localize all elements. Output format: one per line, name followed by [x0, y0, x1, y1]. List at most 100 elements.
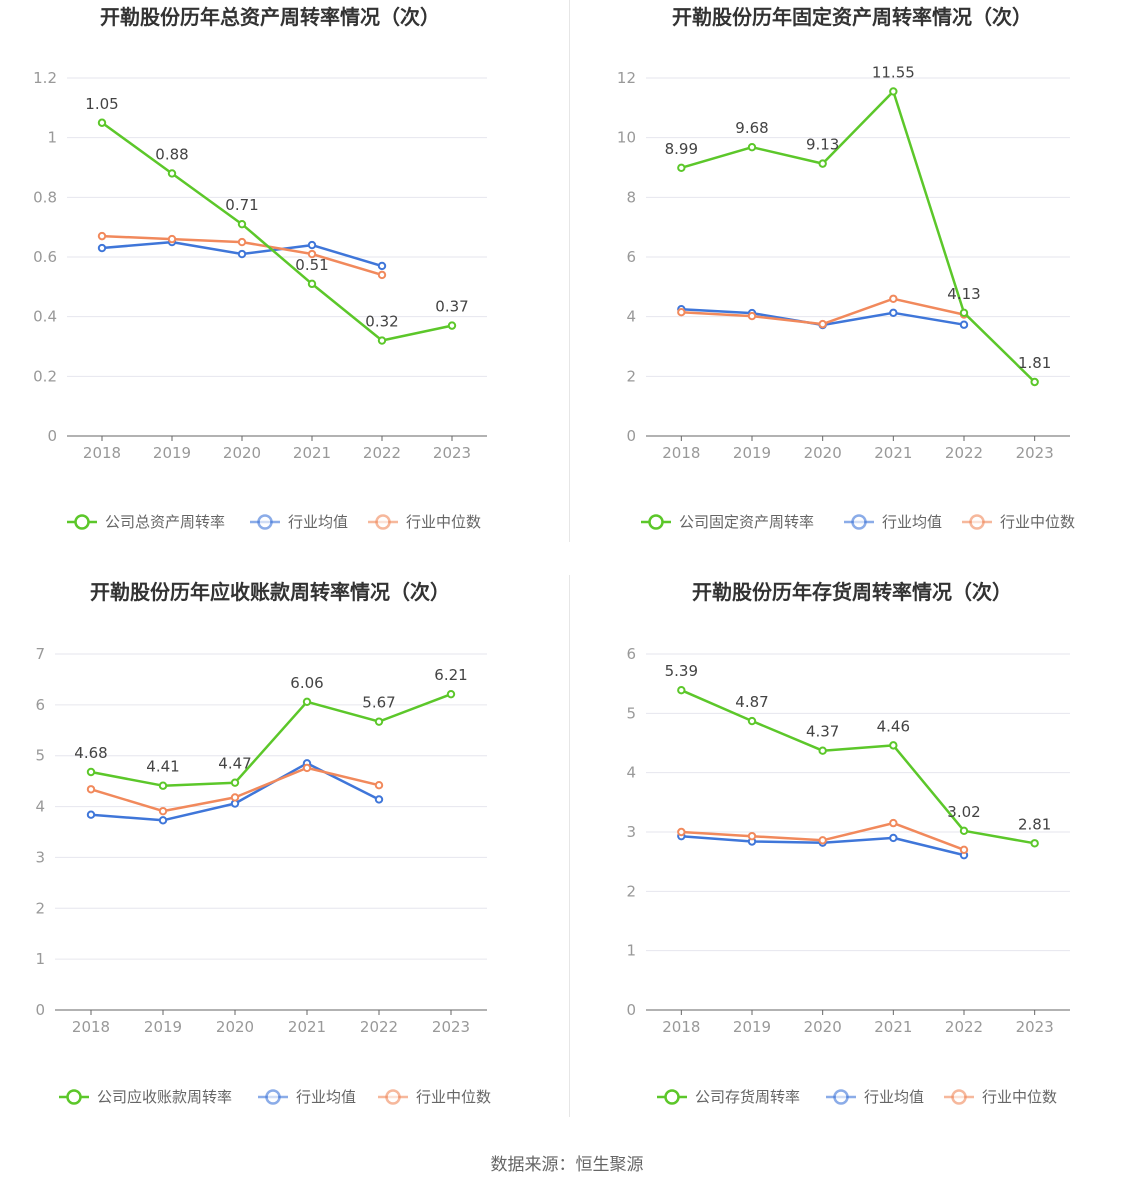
data-label: 5.39	[665, 662, 698, 680]
y-tick-label: 4	[626, 764, 636, 782]
x-tick-label: 2018	[662, 1018, 700, 1036]
data-label: 0.37	[435, 298, 468, 316]
legend-marker-icon	[265, 1089, 281, 1105]
data-label: 4.46	[877, 717, 910, 735]
y-tick-label: 5	[35, 747, 45, 765]
data-point-median	[97, 231, 107, 241]
legend-item-company: 公司总资产周转率	[67, 513, 225, 531]
data-point-median	[377, 270, 387, 280]
series-line-company	[90, 693, 452, 787]
data-point-avg	[307, 240, 317, 250]
legend-item-median: 行业中位数	[368, 513, 481, 531]
data-point-company	[447, 321, 457, 330]
legend-label: 行业中位数	[1000, 513, 1075, 531]
divider-top	[569, 0, 570, 542]
y-tick-label: 5	[626, 704, 636, 722]
x-tick-label: 2021	[874, 1018, 912, 1036]
x-tick-label: 2023	[432, 1018, 470, 1036]
data-point-company	[818, 746, 827, 755]
y-tick-label: 0.6	[33, 248, 57, 266]
data-point-company	[167, 169, 177, 178]
chart-receivables-turnover: 开勒股份历年应收账款周转率情况（次） 0 1 2 3 4 5 6 7 2018 2019 2020 20…	[35, 580, 491, 1106]
data-point-company	[377, 336, 387, 345]
data-point-company	[86, 767, 96, 777]
data-point-company	[158, 781, 168, 790]
data-point-avg	[158, 816, 168, 825]
legend-label: 公司应收账款周转率	[97, 1088, 232, 1106]
data-point-company	[677, 685, 686, 695]
y-tick-label: 2	[35, 899, 45, 917]
data-label: 9.68	[735, 119, 768, 137]
data-label: 4.13	[947, 285, 980, 303]
data-point-median	[818, 319, 827, 329]
y-tick-label: 10	[617, 129, 636, 147]
data-label: 0.32	[365, 313, 398, 331]
data-point-median	[889, 818, 898, 828]
legend-marker-icon	[74, 514, 90, 530]
data-label: 0.71	[225, 196, 258, 214]
x-tick-label: 2021	[293, 444, 331, 462]
y-tick-label: 0.8	[33, 188, 57, 206]
x-tick-label: 2019	[153, 444, 191, 462]
data-label: 4.87	[735, 693, 768, 711]
data-point-median	[889, 294, 898, 303]
x-tick-label: 2020	[804, 444, 842, 462]
legend-marker-icon	[648, 514, 664, 530]
data-label: 3.02	[947, 803, 980, 821]
legend-label: 行业中位数	[982, 1088, 1057, 1106]
data-label: 4.41	[146, 758, 179, 776]
y-tick-label: 0.2	[33, 367, 57, 385]
y-tick-label: 4	[626, 308, 636, 326]
legend-item-avg: 行业均值	[826, 1088, 924, 1106]
data-point-avg	[959, 320, 969, 329]
y-tick-label: 0	[35, 1001, 45, 1019]
x-tick-label: 2018	[83, 444, 121, 462]
data-point-company	[747, 716, 757, 726]
data-point-median	[959, 845, 969, 854]
x-tick-label: 2020	[804, 1018, 842, 1036]
y-tick-label: 2	[626, 882, 636, 900]
legend-marker-icon	[969, 514, 985, 530]
y-tick-label: 1.2	[33, 69, 57, 87]
legend-label: 公司固定资产周转率	[679, 513, 814, 531]
x-tick-label: 2018	[72, 1018, 110, 1036]
data-point-avg	[889, 833, 898, 843]
data-point-company	[307, 279, 317, 289]
data-label: 11.55	[872, 63, 915, 81]
y-tick-label: 0	[626, 1001, 636, 1019]
x-tick-label: 2022	[945, 1018, 983, 1036]
y-tick-label: 4	[35, 798, 45, 816]
data-point-company	[97, 118, 107, 127]
legend-item-company: 公司存货周转率	[657, 1088, 800, 1106]
data-point-median	[747, 831, 757, 841]
y-tick-label: 1	[626, 942, 636, 960]
data-label: 4.68	[74, 744, 107, 762]
chart-panel-inventory-turnover: 开勒股份历年存货周转率情况（次） 0 1 2 3 4 5 6 2018 2019 2020 2021 2…	[567, 575, 1134, 1145]
y-tick-label: 1	[35, 950, 45, 968]
x-tick-label: 2022	[945, 444, 983, 462]
legend-marker-icon	[385, 1089, 401, 1105]
data-point-company	[747, 143, 757, 152]
data-label: 9.13	[806, 136, 839, 154]
data-point-avg	[377, 261, 387, 271]
chart-total-assets-turnover: 开勒股份历年总资产周转率情况（次） 0 0.2 0.4 0.6 0.8 1 1.2 2018 20…	[33, 5, 487, 531]
data-label: 0.88	[155, 145, 188, 163]
data-point-company	[446, 689, 456, 699]
legend-marker-icon	[66, 1089, 82, 1105]
x-tick-label: 2023	[1016, 1018, 1054, 1036]
x-tick-label: 2019	[144, 1018, 182, 1036]
data-point-company	[818, 159, 827, 168]
data-point-company	[237, 219, 247, 229]
data-point-median	[677, 307, 686, 317]
data-point-median	[818, 836, 827, 845]
x-tick-label: 2019	[733, 1018, 771, 1036]
chart-title: 开勒股份历年固定资产周转率情况（次）	[672, 5, 1032, 29]
data-point-median	[230, 793, 240, 802]
legend-item-company: 公司应收账款周转率	[59, 1088, 232, 1106]
data-label: 5.67	[362, 694, 395, 712]
legend-label: 行业均值	[296, 1088, 356, 1106]
x-tick-label: 2019	[733, 444, 771, 462]
data-point-company	[374, 717, 384, 726]
data-label: 8.99	[665, 140, 698, 158]
legend-marker-icon	[664, 1089, 680, 1105]
